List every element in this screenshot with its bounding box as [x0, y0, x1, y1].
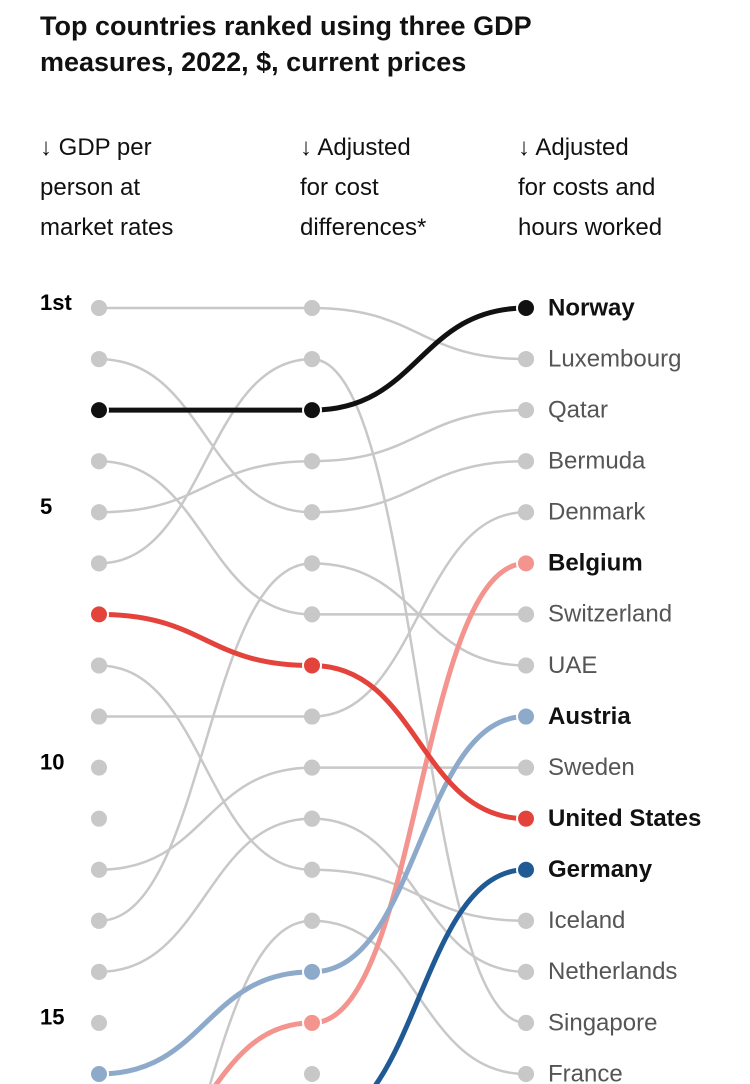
rank-dot: [89, 604, 109, 625]
rank-slot: [91, 759, 107, 776]
rank-dot: [304, 453, 320, 470]
rank-dot: [304, 912, 320, 929]
rank-dot: [91, 504, 107, 521]
rank-dot: [89, 400, 109, 421]
country-line: [208, 919, 527, 1084]
rank-dot: [304, 300, 320, 316]
rank-dot: [516, 298, 536, 318]
country-label: Netherlands: [548, 958, 677, 985]
rank-dot: [304, 351, 320, 368]
country-label: Belgium: [548, 550, 643, 577]
y-tick-label: 15: [40, 1005, 64, 1030]
country-line: [98, 817, 527, 974]
country-label: Denmark: [548, 499, 646, 526]
highlight-line: [373, 867, 527, 1084]
country-label: France: [548, 1060, 623, 1084]
rank-slot: [91, 810, 107, 827]
title-line: measures, 2022, $, current prices: [40, 47, 467, 77]
country-label: Singapore: [548, 1009, 657, 1036]
rank-dot: [518, 504, 534, 521]
rank-dot: [518, 657, 534, 674]
header-line: ↓ Adjusted: [518, 134, 629, 161]
rank-dot: [302, 655, 322, 676]
rank-dot: [516, 706, 536, 727]
country-line: [99, 511, 527, 718]
rank-dot: [302, 961, 322, 982]
rank-dot: [518, 912, 534, 929]
rank-dot: [91, 453, 107, 470]
rank-dot: [518, 606, 534, 623]
y-tick-label: 1st: [40, 290, 72, 315]
highlight-line: [98, 714, 527, 1077]
rank-dot: [302, 1012, 322, 1033]
country-label: Luxembourg: [548, 345, 681, 372]
country-line: [98, 562, 527, 923]
rank-dot: [304, 810, 320, 827]
rank-dot: [91, 861, 107, 878]
rank-dot: [304, 606, 320, 623]
y-tick-label: 5: [40, 494, 52, 519]
country-label: Switzerland: [548, 601, 672, 628]
rank-dot: [304, 555, 320, 572]
header-line: ↓ Adjusted: [300, 134, 411, 161]
column-header: ↓ GDP per person at market rates: [40, 128, 173, 248]
rank-dot: [91, 963, 107, 980]
header-line: ↓ GDP per: [40, 134, 152, 161]
rank-dot: [516, 808, 536, 829]
country-label: UAE: [548, 652, 597, 679]
country-label: Sweden: [548, 754, 635, 781]
country-label: Norway: [548, 294, 635, 321]
header-line: hours worked: [518, 214, 663, 241]
rank-dot: [518, 453, 534, 470]
country-label: Germany: [548, 856, 653, 883]
rank-dot: [91, 351, 107, 368]
country-line: [98, 766, 526, 871]
rank-dot: [89, 1064, 109, 1084]
rank-dot: [516, 859, 536, 880]
country-line: [98, 459, 526, 616]
rank-dot: [518, 1066, 534, 1082]
rank-slot: [91, 1014, 107, 1031]
header-line: for cost: [300, 174, 379, 201]
country-label: Iceland: [548, 907, 625, 934]
country-label: Bermuda: [548, 448, 646, 475]
column-header: ↓ Adjusted for costs and hours worked: [518, 128, 662, 248]
rank-dot: [516, 553, 536, 574]
rank-dot: [304, 504, 320, 521]
rank-dot: [518, 1014, 534, 1031]
header-line: for costs and: [518, 174, 656, 201]
country-line: [98, 357, 527, 1025]
y-tick-label: 10: [40, 749, 64, 774]
rank-slot: [304, 1066, 320, 1082]
rank-dot: [304, 861, 320, 878]
title-line: Top countries ranked using three GDP: [40, 11, 532, 41]
header-line: person at: [40, 174, 141, 201]
header-line: market rates: [40, 214, 174, 241]
rank-dot: [91, 300, 107, 316]
rank-dot: [518, 963, 534, 980]
rank-dot: [304, 759, 320, 776]
rank-dot: [91, 555, 107, 572]
rank-dot: [518, 402, 534, 419]
rank-dot: [91, 912, 107, 929]
rank-dot: [302, 400, 322, 421]
rank-dot: [91, 708, 107, 725]
column-header: ↓ Adjusted for cost differences*: [300, 128, 426, 248]
rank-dot: [518, 351, 534, 368]
chart-title: Top countries ranked using three GDP meas…: [40, 8, 532, 80]
country-label: Austria: [548, 703, 631, 730]
country-label: United States: [548, 805, 701, 832]
country-label: Qatar: [548, 396, 608, 423]
rank-dot: [304, 708, 320, 725]
header-line: differences*: [300, 214, 427, 241]
highlight-line: [213, 560, 527, 1084]
rank-dot: [518, 759, 534, 776]
country-line: [98, 357, 527, 514]
rank-dot: [91, 657, 107, 674]
country-line: [98, 664, 527, 923]
